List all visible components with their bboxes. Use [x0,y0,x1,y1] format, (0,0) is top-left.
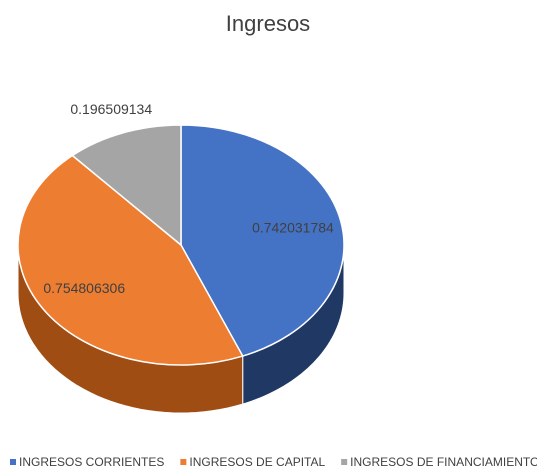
data-label: 0.742031784 [252,219,334,235]
legend-label: INGRESOS CORRIENTES [19,455,164,469]
data-label: 0.754806306 [43,280,125,296]
chart-title: Ingresos [226,11,310,36]
slice [17,154,244,366]
data-label: 0.196509134 [70,101,152,117]
legend-label: INGRESOS DE CAPITAL [189,455,325,469]
legend-swatch [180,459,187,465]
slice [180,124,345,357]
slice [71,124,182,247]
legend-label: INGRESOS DE FINANCIAMIENTO [350,455,537,469]
legend-swatch [341,459,348,465]
legend-swatch [10,459,16,465]
